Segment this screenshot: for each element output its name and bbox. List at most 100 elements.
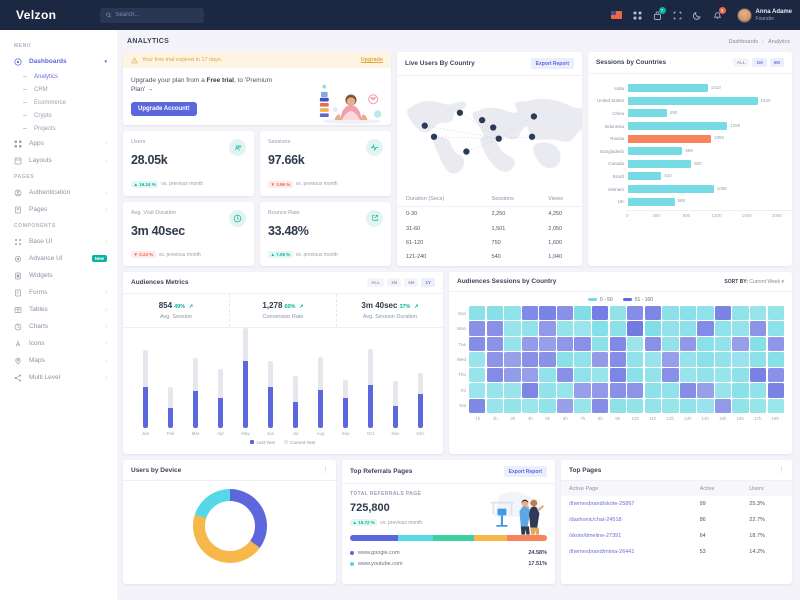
heatmap-cell[interactable]: [662, 398, 679, 414]
heatmap-cell[interactable]: [504, 352, 521, 367]
filter-all[interactable]: ALL: [367, 278, 384, 287]
heatmap-cell[interactable]: [644, 321, 662, 336]
heatmap-cell[interactable]: [521, 352, 539, 367]
heatmap-cell[interactable]: [662, 336, 679, 352]
heatmap-cell[interactable]: [662, 352, 679, 367]
upgrade-account-button[interactable]: Upgrade Account!: [131, 102, 197, 116]
search-box[interactable]: [100, 7, 204, 23]
heatmap-cell[interactable]: [539, 352, 556, 367]
heatmap-cell[interactable]: [750, 306, 767, 321]
heatmap-cell[interactable]: [469, 352, 486, 367]
sidebar-item-charts[interactable]: Charts ›: [0, 318, 117, 335]
heatmap-cell[interactable]: [539, 383, 556, 398]
bar-column[interactable]: [333, 328, 358, 428]
heatmap-cell[interactable]: [609, 306, 626, 321]
heatmap-cell[interactable]: [767, 383, 784, 398]
heatmap-cell[interactable]: [697, 352, 714, 367]
sidebar-subitem-crm[interactable]: CRM: [0, 83, 117, 96]
heatmap-cell[interactable]: [521, 367, 539, 383]
heatmap-cell[interactable]: [469, 367, 486, 383]
heatmap-cell[interactable]: [556, 398, 574, 414]
heatmap-cell[interactable]: [750, 398, 767, 414]
heatmap-cell[interactable]: [556, 352, 574, 367]
heatmap-cell[interactable]: [504, 321, 521, 336]
bar-column[interactable]: [308, 328, 333, 428]
heatmap-cell[interactable]: [732, 367, 749, 383]
export-report-button[interactable]: Export Report: [530, 58, 574, 69]
sidebar-item-multi-level[interactable]: Multi Level ›: [0, 369, 117, 386]
bar-column[interactable]: [383, 328, 408, 428]
heatmap-cell[interactable]: [574, 336, 591, 352]
heatmap-cell[interactable]: [679, 383, 697, 398]
kebab-menu-icon[interactable]: ⋮: [778, 467, 785, 474]
legend-item[interactable]: Last Year: [250, 440, 275, 445]
heatmap-grid[interactable]: [469, 306, 784, 414]
filter-6m[interactable]: 6M: [769, 58, 784, 67]
sidebar-subitem-crypto[interactable]: Crypto: [0, 109, 117, 122]
heatmap-cell[interactable]: [732, 352, 749, 367]
heatmap-cell[interactable]: [627, 383, 644, 398]
heatmap-cell[interactable]: [679, 321, 697, 336]
heatmap-cell[interactable]: [504, 398, 521, 414]
heatmap-cell[interactable]: [714, 383, 732, 398]
heatmap-cell[interactable]: [539, 367, 556, 383]
heatmap-cell[interactable]: [644, 352, 662, 367]
heatmap-cell[interactable]: [574, 398, 591, 414]
heatmap-cell[interactable]: [609, 398, 626, 414]
apps-grid-icon[interactable]: [633, 11, 642, 20]
breadcrumb-parent[interactable]: Dashboards: [728, 38, 759, 45]
sidebar-item-icons[interactable]: Icons ›: [0, 335, 117, 352]
heatmap-cell[interactable]: [662, 367, 679, 383]
heatmap-cell[interactable]: [697, 336, 714, 352]
dark-mode-icon[interactable]: [692, 11, 702, 20]
sidebar-item-apps[interactable]: Apps ›: [0, 135, 117, 152]
heatmap-cell[interactable]: [591, 352, 609, 367]
heatmap-cell[interactable]: [609, 383, 626, 398]
heatmap-cell[interactable]: [574, 321, 591, 336]
heatmap-cell[interactable]: [556, 306, 574, 321]
bar[interactable]: [628, 84, 708, 93]
cell-active-page[interactable]: /themesbrand/minia-26441: [569, 549, 635, 555]
filter-1m[interactable]: 1M: [752, 58, 767, 67]
bar[interactable]: [628, 122, 728, 131]
heatmap-cell[interactable]: [539, 336, 556, 352]
bell-icon[interactable]: 3: [713, 6, 726, 20]
heatmap-cell[interactable]: [556, 321, 574, 336]
sidebar-item-tables[interactable]: Tables ›: [0, 301, 117, 318]
heatmap-cell[interactable]: [591, 306, 609, 321]
users-by-device-donut[interactable]: [192, 489, 267, 563]
sidebar-item-layouts[interactable]: Layouts ›: [0, 152, 117, 169]
heatmap-cell[interactable]: [644, 306, 662, 321]
heatmap-cell[interactable]: [539, 306, 556, 321]
heatmap-cell[interactable]: [486, 398, 503, 414]
list-item[interactable]: www.youtube.com 17.51%: [350, 558, 547, 569]
heatmap-cell[interactable]: [750, 352, 767, 367]
heatmap-cell[interactable]: [609, 336, 626, 352]
sidebar-item-advance-ui[interactable]: Advance UI New: [0, 250, 117, 267]
heatmap-cell[interactable]: [697, 383, 714, 398]
bar[interactable]: [628, 134, 711, 143]
heatmap-cell[interactable]: [662, 306, 679, 321]
sidebar-item-base-ui[interactable]: Base UI ›: [0, 233, 117, 250]
heatmap-cell[interactable]: [714, 398, 732, 414]
table-row[interactable]: /dashonic/chat-24518 86 22.7%: [561, 512, 792, 528]
upgrade-link[interactable]: Upgrade: [360, 57, 383, 63]
heatmap-cell[interactable]: [627, 367, 644, 383]
heatmap-cell[interactable]: [574, 306, 591, 321]
heatmap-cell[interactable]: [504, 336, 521, 352]
heatmap-cell[interactable]: [504, 306, 521, 321]
heatmap-cell[interactable]: [591, 321, 609, 336]
heatmap-cell[interactable]: [591, 367, 609, 383]
heatmap-cell[interactable]: [504, 367, 521, 383]
bar[interactable]: [628, 159, 692, 168]
heatmap-cell[interactable]: [767, 306, 784, 321]
table-row[interactable]: /skote/timeline-27391 64 18.7%: [561, 528, 792, 544]
heatmap-cell[interactable]: [679, 336, 697, 352]
sidebar-item-pages[interactable]: Pages ›: [0, 201, 117, 218]
bar-column[interactable]: [358, 328, 383, 428]
heatmap-cell[interactable]: [486, 306, 503, 321]
heatmap-cell[interactable]: [627, 306, 644, 321]
heatmap-cell[interactable]: [750, 367, 767, 383]
heatmap-cell[interactable]: [521, 398, 539, 414]
profile-menu[interactable]: Anna Adame Founder: [733, 7, 792, 23]
